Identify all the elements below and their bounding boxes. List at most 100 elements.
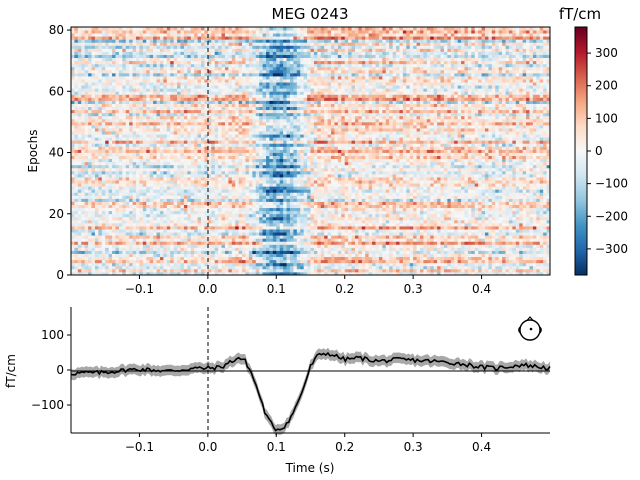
heatmap-cell: [519, 207, 524, 212]
heatmap-cell: [358, 216, 363, 221]
heatmap-cell: [385, 226, 390, 230]
heatmap-cell: [74, 170, 79, 175]
heatmap-cell: [88, 235, 92, 239]
heatmap-cell: [416, 271, 421, 276]
heatmap-cell: [252, 250, 257, 254]
heatmap-cell: [382, 235, 387, 239]
heatmap-cell: [307, 164, 311, 169]
heatmap-cell: [276, 262, 281, 267]
heatmap-cell: [307, 238, 311, 242]
heatmap-cell: [423, 167, 428, 172]
heatmap-cell: [526, 232, 530, 236]
heatmap-cell: [286, 167, 291, 172]
heatmap-cell: [334, 265, 339, 270]
heatmap-cell: [378, 219, 383, 224]
heatmap-cell: [378, 265, 383, 270]
heatmap-cell: [526, 259, 530, 264]
heatmap-cell: [536, 247, 541, 251]
heatmap-cell: [173, 213, 178, 218]
heatmap-cell: [201, 238, 205, 242]
heatmap-cell: [272, 173, 277, 178]
heatmap-cell: [334, 192, 339, 196]
heatmap-cell: [132, 268, 137, 273]
heatmap-cell: [341, 201, 346, 205]
heatmap-cell: [112, 226, 116, 230]
heatmap-cell: [447, 170, 452, 175]
heatmap-cell: [450, 180, 455, 184]
heatmap-cell: [98, 226, 103, 230]
heatmap-cell: [283, 232, 287, 236]
heatmap-cell: [238, 186, 243, 190]
heatmap-cell: [313, 235, 318, 239]
heatmap-cell: [337, 170, 342, 175]
heatmap-cell: [74, 259, 79, 264]
heatmap-cell: [399, 235, 404, 239]
heatmap-cell: [385, 235, 390, 239]
heatmap-cell: [508, 195, 513, 199]
heatmap-cell: [300, 207, 305, 212]
heatmap-cell: [245, 244, 250, 248]
heatmap-cell: [430, 219, 435, 224]
heatmap-cell: [471, 241, 476, 245]
heatmap-cell: [320, 183, 325, 187]
heatmap-cell: [81, 167, 86, 172]
heatmap-cell: [279, 256, 284, 261]
heatmap-cell: [190, 201, 195, 205]
heatmap-cell: [484, 204, 489, 209]
heatmap-cell: [464, 241, 469, 245]
heatmap-cell: [320, 226, 325, 230]
heatmap-cell: [122, 170, 127, 175]
heatmap-cell: [443, 192, 448, 196]
heatmap-cell: [146, 256, 151, 261]
heatmap-cell: [156, 204, 161, 209]
heatmap-cell: [365, 222, 370, 227]
heatmap-cell: [259, 204, 263, 209]
heatmap-cell: [546, 271, 551, 276]
heatmap-cell: [173, 195, 178, 199]
heatmap-cell: [317, 244, 322, 248]
heatmap-cell: [211, 213, 216, 218]
heatmap-cell: [461, 244, 465, 248]
heatmap-cell: [310, 247, 315, 251]
heatmap-cell: [464, 232, 469, 236]
heatmap-cell: [84, 173, 89, 178]
heatmap-cell: [101, 170, 106, 175]
heatmap-cell: [341, 180, 346, 184]
heatmap-cell: [433, 271, 438, 276]
heatmap-cell: [536, 244, 541, 248]
heatmap-cell: [450, 238, 455, 242]
heatmap-cell: [344, 222, 349, 227]
heatmap-cell: [255, 177, 260, 181]
heatmap-cell: [105, 216, 110, 221]
heatmap-cell: [248, 189, 253, 193]
heatmap-cell: [238, 204, 243, 209]
heatmap-cell: [293, 235, 298, 239]
heatmap-cell: [279, 204, 284, 209]
heatmap-cell: [187, 262, 192, 267]
heatmap-cell: [289, 207, 294, 212]
heatmap-cell: [163, 253, 168, 258]
heatmap-cell: [91, 186, 96, 190]
heatmap-cell: [389, 222, 394, 227]
heatmap-cell: [505, 244, 510, 248]
heatmap-cell: [279, 259, 284, 264]
heatmap-cell: [409, 167, 414, 172]
heatmap-cell: [303, 238, 308, 242]
heatmap-cell: [358, 247, 363, 251]
heatmap-cell: [125, 167, 130, 172]
heatmap-cell: [467, 232, 472, 236]
heatmap-cell: [382, 170, 387, 175]
heatmap-cell: [238, 271, 243, 276]
heatmap-cell: [461, 177, 465, 181]
heatmap-cell: [88, 268, 92, 273]
heatmap-cell: [228, 186, 233, 190]
heatmap-cell: [300, 235, 305, 239]
heatmap-cell: [71, 180, 75, 184]
heatmap-cell: [74, 180, 79, 184]
heatmap-cell: [351, 213, 356, 218]
heatmap-cell: [372, 195, 376, 199]
heatmap-cell: [341, 195, 346, 199]
heatmap-cell: [372, 173, 376, 178]
heatmap-cell: [293, 256, 298, 261]
heatmap-cell: [279, 244, 284, 248]
